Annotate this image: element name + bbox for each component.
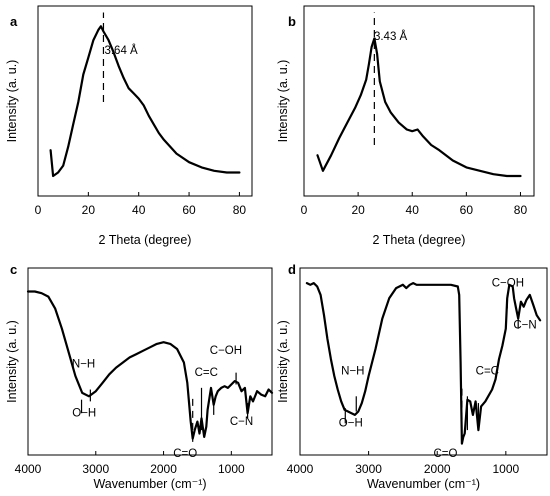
x-tick-label: 80 xyxy=(514,203,528,217)
panel-letter: b xyxy=(288,14,296,29)
data-line xyxy=(49,25,241,178)
x-tick-label: 40 xyxy=(406,203,420,217)
x-tick-label: 3000 xyxy=(355,462,382,476)
annotation-label: C=O xyxy=(433,448,457,460)
y-axis-label: Intensity (a. u.) xyxy=(276,320,290,403)
annotation-label: C−N xyxy=(230,416,253,428)
x-tick-label: 1000 xyxy=(492,462,519,476)
x-axis-label: Wavenumber (cm⁻¹) xyxy=(367,477,480,491)
axes-frame xyxy=(37,5,253,197)
x-tick-label: 40 xyxy=(132,203,146,217)
axes-frame xyxy=(299,267,548,456)
x-tick-label: 1000 xyxy=(218,462,245,476)
annotation-label: 3.64 Å xyxy=(104,44,138,57)
axes-frame xyxy=(303,5,535,197)
annotation-label: O−H xyxy=(72,408,96,420)
x-tick-label: 20 xyxy=(82,203,96,217)
x-tick-label: 60 xyxy=(460,203,474,217)
panel-letter: d xyxy=(288,262,296,277)
x-tick-label: 2000 xyxy=(424,462,451,476)
annotation-label: C−N xyxy=(513,320,536,332)
x-tick-label: 2000 xyxy=(150,462,177,476)
annotation-label: C=C xyxy=(476,365,499,377)
x-axis-label: Wavenumber (cm⁻¹) xyxy=(93,477,206,491)
panel-letter: a xyxy=(10,14,18,29)
y-axis-label: Intensity (a. u.) xyxy=(5,320,19,403)
annotation-label: O−H xyxy=(339,418,363,430)
x-tick-label: 60 xyxy=(182,203,196,217)
annotation-label: C=O xyxy=(173,448,197,460)
x-tick-label: 0 xyxy=(301,203,308,217)
panel-a: 0 20 40 60 80 2 Theta (degree) Intensity (a. u… xyxy=(5,5,253,247)
annotation-label: N−H xyxy=(72,359,95,371)
panel-d: 4000 3000 2000 1000 Wavenumber (cm⁻¹) Intensi… xyxy=(276,262,548,491)
annotation-label: C−OH xyxy=(492,277,524,289)
annotation-label: C−OH xyxy=(210,345,242,357)
annotation-label: 3.43 Å xyxy=(374,30,408,43)
x-axis-label: 2 Theta (degree) xyxy=(99,233,192,247)
x-tick-label: 20 xyxy=(351,203,365,217)
axes-frame xyxy=(27,267,273,456)
annotation-label: N−H xyxy=(341,365,364,377)
x-axis-label: 2 Theta (degree) xyxy=(373,233,466,247)
data-line xyxy=(26,290,274,440)
x-tick-label: 4000 xyxy=(15,462,42,476)
annotation-label: C=C xyxy=(195,367,218,379)
y-axis-label: Intensity (a. u.) xyxy=(276,60,290,143)
data-line xyxy=(305,282,542,445)
panel-letter: c xyxy=(10,262,17,277)
panel-c: 4000 3000 2000 1000 Wavenumber (cm⁻¹) Intensi… xyxy=(5,262,274,491)
x-tick-label: 4000 xyxy=(287,462,314,476)
data-line xyxy=(316,37,522,178)
x-tick-label: 3000 xyxy=(82,462,109,476)
x-tick-label: 0 xyxy=(35,203,42,217)
y-axis-label: Intensity (a. u.) xyxy=(5,60,19,143)
x-tick-label: 80 xyxy=(233,203,247,217)
panel-b: 0 20 40 60 80 2 Theta (degree) Intensity (a. u… xyxy=(276,5,535,247)
